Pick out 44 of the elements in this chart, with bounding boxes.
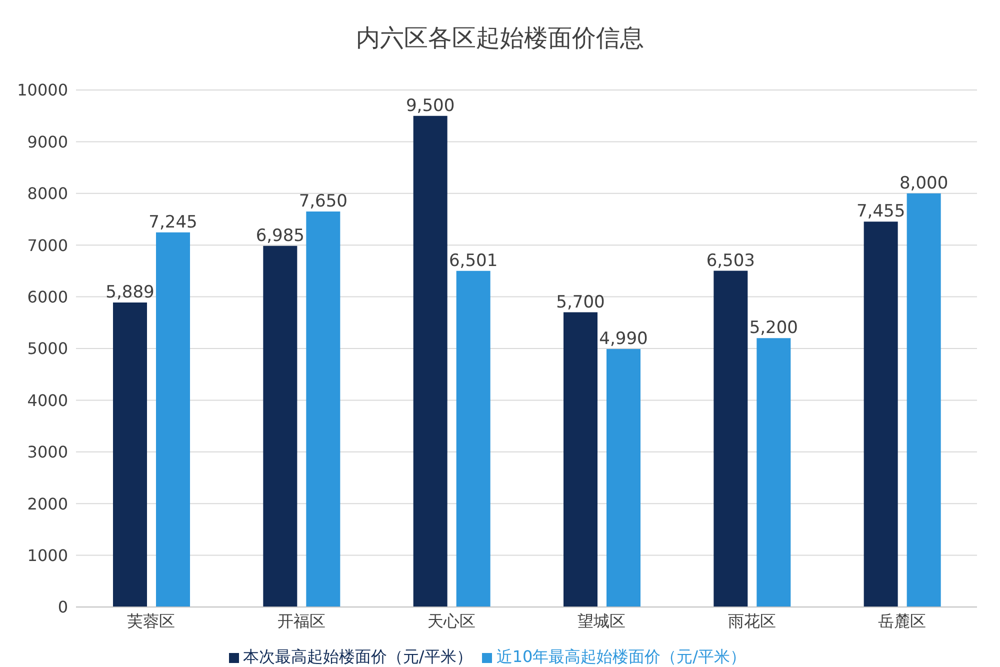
bar (456, 270, 490, 607)
bar (906, 193, 941, 607)
y-tick-label: 4000 (27, 390, 68, 410)
chart-title: 内六区各区起始楼面价信息 (355, 23, 645, 54)
bar (263, 246, 298, 607)
bar (113, 302, 147, 607)
data-label: 9,500 (406, 96, 455, 116)
bar (156, 232, 190, 607)
data-label: 7,245 (148, 212, 198, 232)
x-tick-label: 望城区 (578, 611, 626, 630)
legend-label: 本次最高起始楼面价（元/平米） (242, 647, 472, 666)
data-label: 6,501 (448, 250, 498, 271)
bar (413, 116, 448, 607)
y-tick-label: 8000 (27, 184, 68, 204)
data-label: 8,000 (899, 173, 948, 194)
bar (756, 338, 791, 607)
y-tick-label: 7000 (27, 236, 68, 255)
data-label: 7,650 (298, 191, 348, 212)
x-tick-label: 开福区 (277, 611, 326, 630)
legend-label: 近10年最高起始楼面价（元/平米） (496, 647, 746, 666)
bar (606, 349, 640, 607)
data-label: 5,700 (556, 292, 605, 312)
y-tick-label: 5000 (27, 339, 68, 358)
data-label: 5,889 (106, 282, 154, 303)
y-tick-label: 3000 (27, 442, 68, 462)
data-label: 4,990 (599, 329, 648, 350)
bar (564, 312, 598, 607)
bar (306, 211, 340, 607)
data-label: 7,455 (856, 202, 906, 222)
data-label: 6,985 (256, 226, 305, 246)
bar (714, 270, 748, 607)
x-tick-label: 天心区 (427, 611, 476, 630)
x-tick-label: 岳麓区 (878, 611, 926, 630)
y-tick-label: 10000 (17, 80, 68, 100)
x-tick-label: 雨花区 (728, 611, 776, 630)
data-label: 5,200 (749, 318, 798, 338)
y-tick-label: 2000 (27, 494, 68, 514)
y-tick-label: 1000 (27, 546, 68, 565)
data-label: 6,503 (706, 250, 756, 271)
x-tick-label: 芙蓉区 (127, 611, 176, 630)
y-tick-label: 6000 (27, 287, 68, 306)
bar (864, 222, 898, 607)
y-tick-label: 0 (58, 598, 68, 617)
y-tick-label: 9000 (27, 132, 68, 152)
